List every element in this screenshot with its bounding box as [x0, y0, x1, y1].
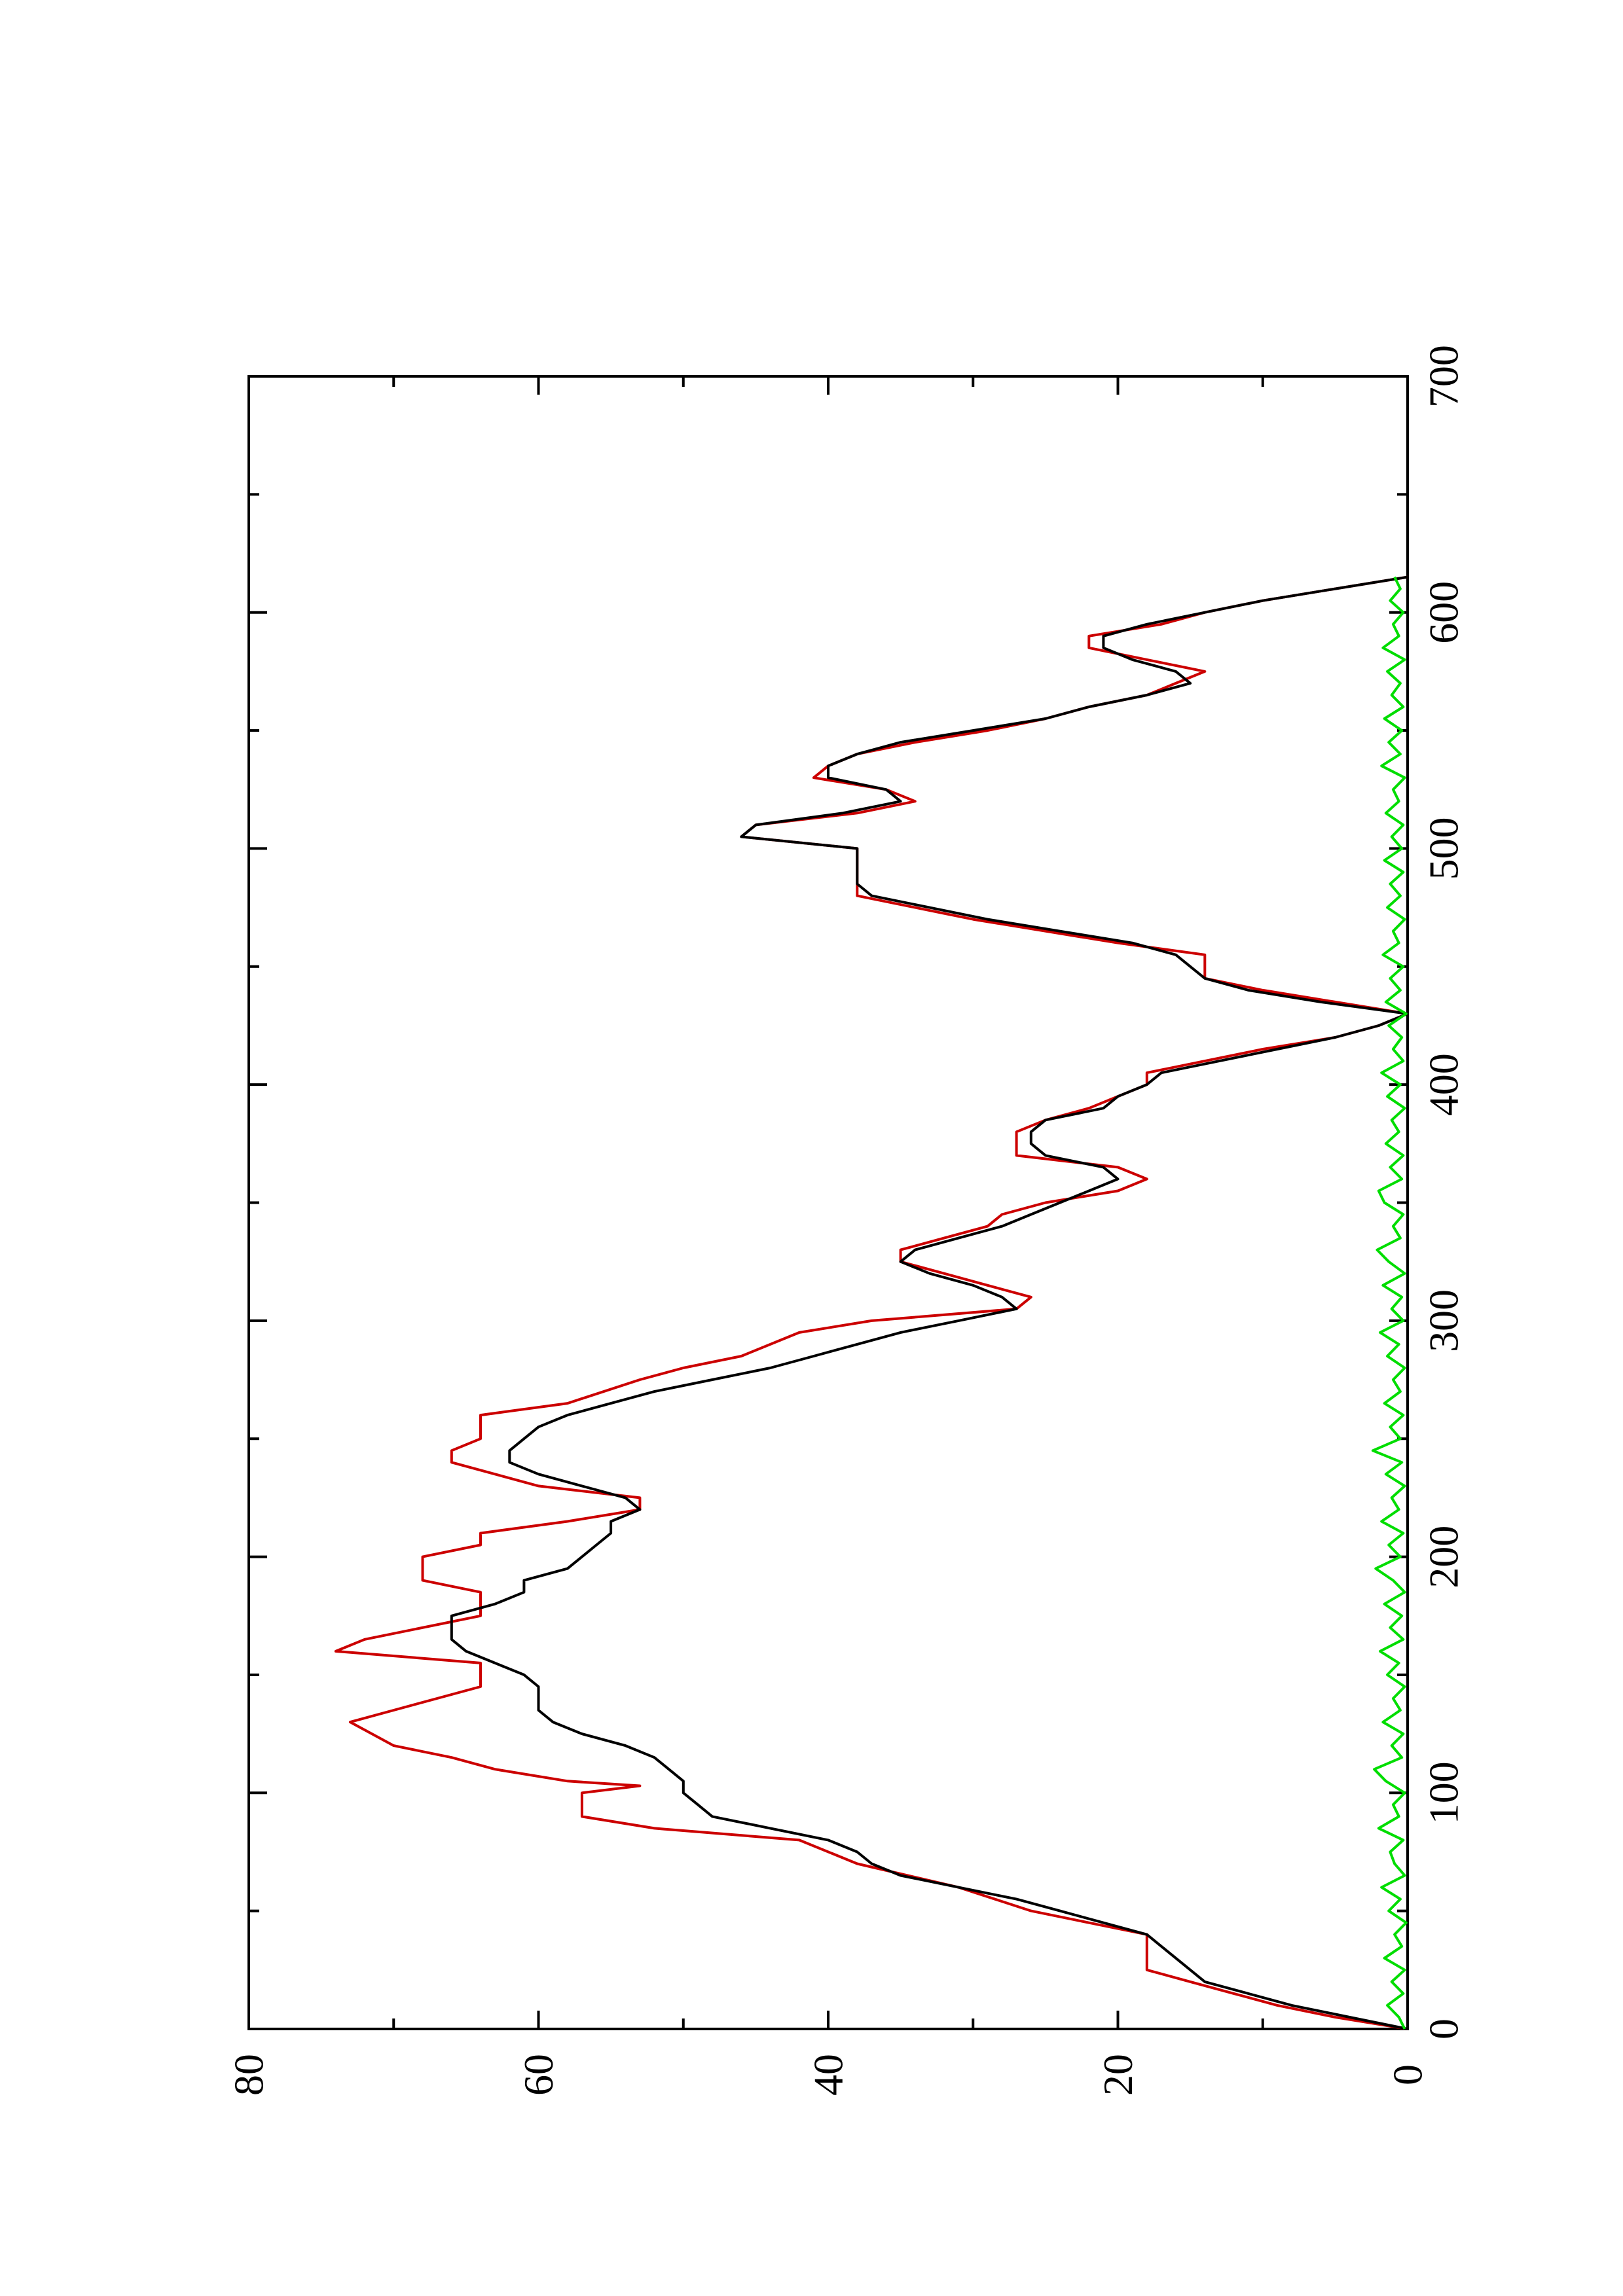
series-line-2 [452, 577, 1408, 2029]
axis-ticks [249, 376, 1408, 2029]
y-tick-label: 40 [805, 2054, 852, 2096]
x-tick-label: 100 [1421, 1761, 1467, 1824]
y-tick-label: 60 [515, 2054, 562, 2096]
x-tick-label: 700 [1421, 345, 1467, 408]
x-tick-label: 300 [1421, 1289, 1467, 1352]
x-tick-label: 400 [1421, 1053, 1467, 1116]
axis-tick-labels: 0 100 200 300 400 500 600 700 0 20 40 60 80 [226, 345, 1467, 2096]
series-lines [336, 577, 1408, 2029]
x-tick-label: 500 [1421, 817, 1467, 880]
y-tick-label: 20 [1095, 2054, 1141, 2096]
x-tick-label: 600 [1421, 581, 1467, 644]
series-line-1 [336, 577, 1408, 2029]
plot-frame [249, 376, 1408, 2029]
x-tick-label: 200 [1421, 1526, 1467, 1588]
series-line-3 [1373, 577, 1406, 2029]
y-tick-label: 80 [226, 2054, 272, 2096]
y-tick-label: 0 [1385, 2064, 1431, 2085]
x-tick-label: 0 [1421, 2018, 1467, 2039]
